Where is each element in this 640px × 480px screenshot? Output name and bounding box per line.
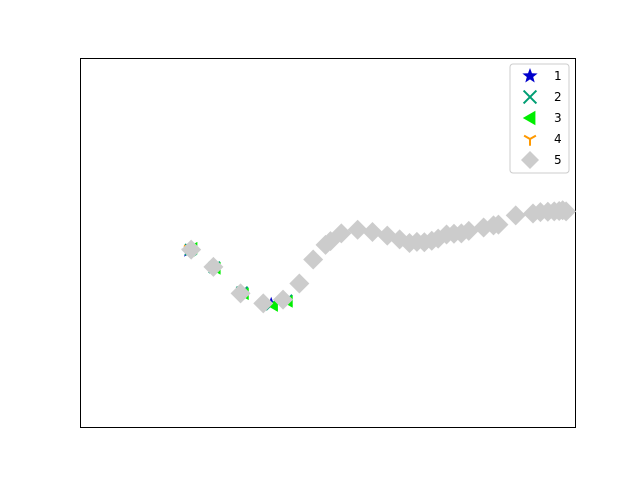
- series-5-point-3: [253, 293, 274, 314]
- legend-marker-2: [522, 89, 538, 105]
- legend-label-1: 1: [554, 69, 562, 83]
- series-5-point-10: [347, 219, 368, 240]
- series-5-point-26: [505, 205, 526, 226]
- series-5-point-25: [488, 214, 509, 235]
- data-marks: [181, 200, 577, 314]
- legend-marker-1: [522, 68, 538, 83]
- series-5-point-33: [556, 201, 577, 222]
- legend-marker-4: [523, 134, 537, 146]
- series-5-point-9: [331, 223, 352, 244]
- legend-label-2: 2: [554, 90, 562, 104]
- legend-marker-3: [522, 110, 536, 126]
- series-3-point-4: [266, 299, 278, 312]
- series-5-point-2: [230, 283, 251, 304]
- series-5-point-0: [181, 239, 202, 260]
- series-5-point-5: [289, 273, 310, 294]
- series-5-point-1: [203, 256, 224, 277]
- series-5: [181, 200, 577, 314]
- legend-marker-5: [521, 151, 539, 169]
- series-5-point-6: [303, 249, 324, 270]
- legend-label-5: 5: [554, 153, 562, 167]
- series-5-point-4: [273, 289, 294, 310]
- legend: 1 2 3 4 5: [509, 63, 570, 174]
- legend-label-3: 3: [554, 111, 562, 125]
- series-5-point-22: [458, 220, 479, 241]
- legend-label-4: 4: [554, 132, 562, 146]
- series-5-point-11: [362, 221, 383, 242]
